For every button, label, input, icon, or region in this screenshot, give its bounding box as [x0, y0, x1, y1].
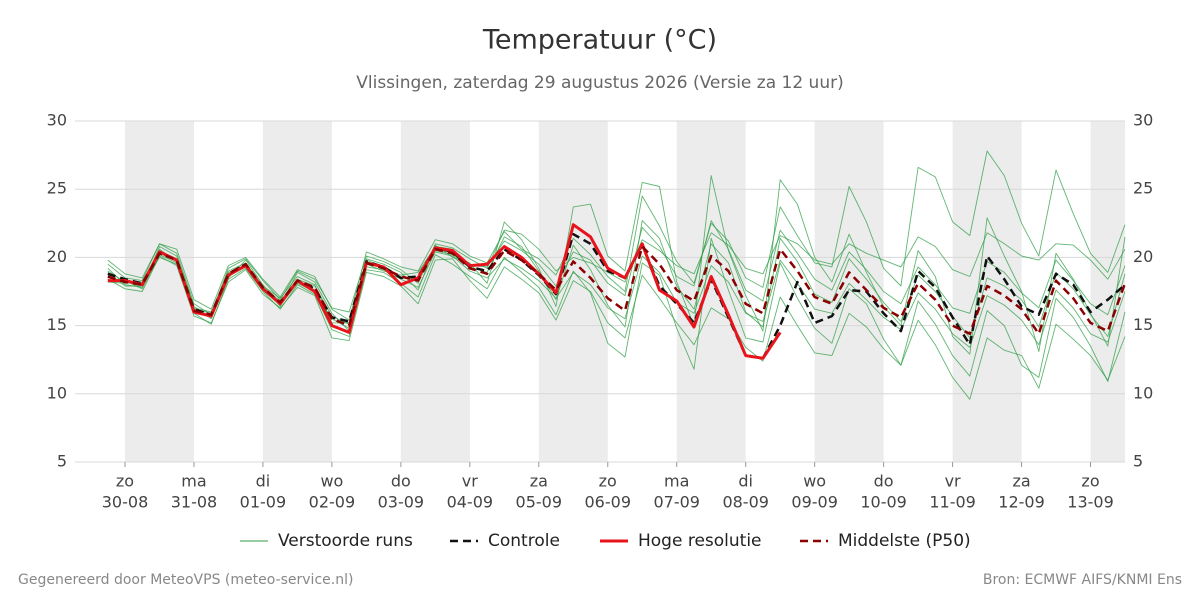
- x-tick-label: zo: [116, 472, 134, 491]
- x-tick-date: 05-09: [516, 493, 563, 512]
- y-tick-label: 5: [57, 452, 67, 471]
- x-tick-date: 12-09: [998, 493, 1045, 512]
- x-tick-date: 09-09: [791, 493, 838, 512]
- y2-tick-label: 20: [1133, 247, 1153, 266]
- y-tick-label: 30: [47, 111, 67, 130]
- day-shade: [538, 121, 608, 462]
- x-tick-date: 01-09: [240, 493, 287, 512]
- y2-tick-label: 15: [1133, 315, 1153, 334]
- day-shade: [814, 121, 884, 462]
- ensemble-line: [107, 220, 1126, 339]
- y2-tick-label: 30: [1133, 111, 1153, 130]
- legend-label: Hoge resolutie: [638, 531, 762, 551]
- x-tick-date: 13-09: [1067, 493, 1114, 512]
- x-tick-date: 31-08: [171, 493, 218, 512]
- x-tick-label: za: [530, 472, 548, 491]
- y2-tick-label: 10: [1133, 383, 1153, 402]
- day-shade: [676, 121, 746, 462]
- x-tick-label: ma: [181, 472, 206, 491]
- x-tick-label: wo: [803, 472, 826, 491]
- x-tick-date: 03-09: [378, 493, 425, 512]
- x-tick-label: zo: [1081, 472, 1099, 491]
- day-shade: [125, 121, 194, 462]
- y-tick-label: 15: [47, 315, 67, 334]
- legend-label: Controle: [488, 531, 560, 551]
- y2-tick-label: 25: [1133, 179, 1153, 198]
- day-shade: [952, 121, 1022, 462]
- x-tick-date: 08-09: [722, 493, 769, 512]
- y2-tick-label: 5: [1133, 452, 1143, 471]
- y-tick-label: 25: [47, 179, 67, 198]
- chart-title: Temperatuur (°C): [482, 25, 717, 56]
- x-tick-label: ma: [664, 472, 689, 491]
- plot-lines: [107, 150, 1127, 400]
- day-shade: [400, 121, 470, 462]
- x-tick-label: zo: [599, 472, 617, 491]
- x-tick-date: 11-09: [929, 493, 976, 512]
- ensemble-line: [107, 237, 1126, 382]
- footer-right: Bron: ECMWF AIFS/KNMI Ens: [983, 572, 1182, 588]
- y-tick-label: 10: [47, 383, 67, 402]
- x-tick-label: wo: [320, 472, 343, 491]
- legend-label: Verstoorde runs: [278, 531, 413, 551]
- x-tick-date: 10-09: [860, 493, 907, 512]
- x-tick-date: 06-09: [585, 493, 632, 512]
- x-tick-label: di: [738, 472, 753, 491]
- chart-subtitle: Vlissingen, zaterdag 29 augustus 2026 (V…: [356, 73, 843, 93]
- series-line: [107, 223, 782, 360]
- y-tick-label: 20: [47, 247, 67, 266]
- x-tick-date: 02-09: [309, 493, 356, 512]
- ensemble-line: [107, 229, 1126, 316]
- x-tick-label: di: [256, 472, 271, 491]
- legend-label: Middelste (P50): [838, 531, 971, 551]
- footer-left: Gegenereerd door MeteoVPS (meteo-service…: [18, 572, 353, 588]
- x-tick-date: 30-08: [102, 493, 149, 512]
- series-line: [107, 245, 1127, 336]
- x-tick-label: za: [1012, 472, 1030, 491]
- x-tick-label: do: [874, 472, 894, 491]
- day-shade: [1090, 121, 1125, 462]
- x-tick-date: 04-09: [447, 493, 494, 512]
- x-tick-date: 07-09: [653, 493, 700, 512]
- ensemble-line: [107, 150, 1126, 321]
- x-tick-label: vr: [462, 472, 478, 491]
- x-tick-label: vr: [945, 472, 961, 491]
- x-tick-label: do: [391, 472, 411, 491]
- plot-background: [75, 120, 1125, 463]
